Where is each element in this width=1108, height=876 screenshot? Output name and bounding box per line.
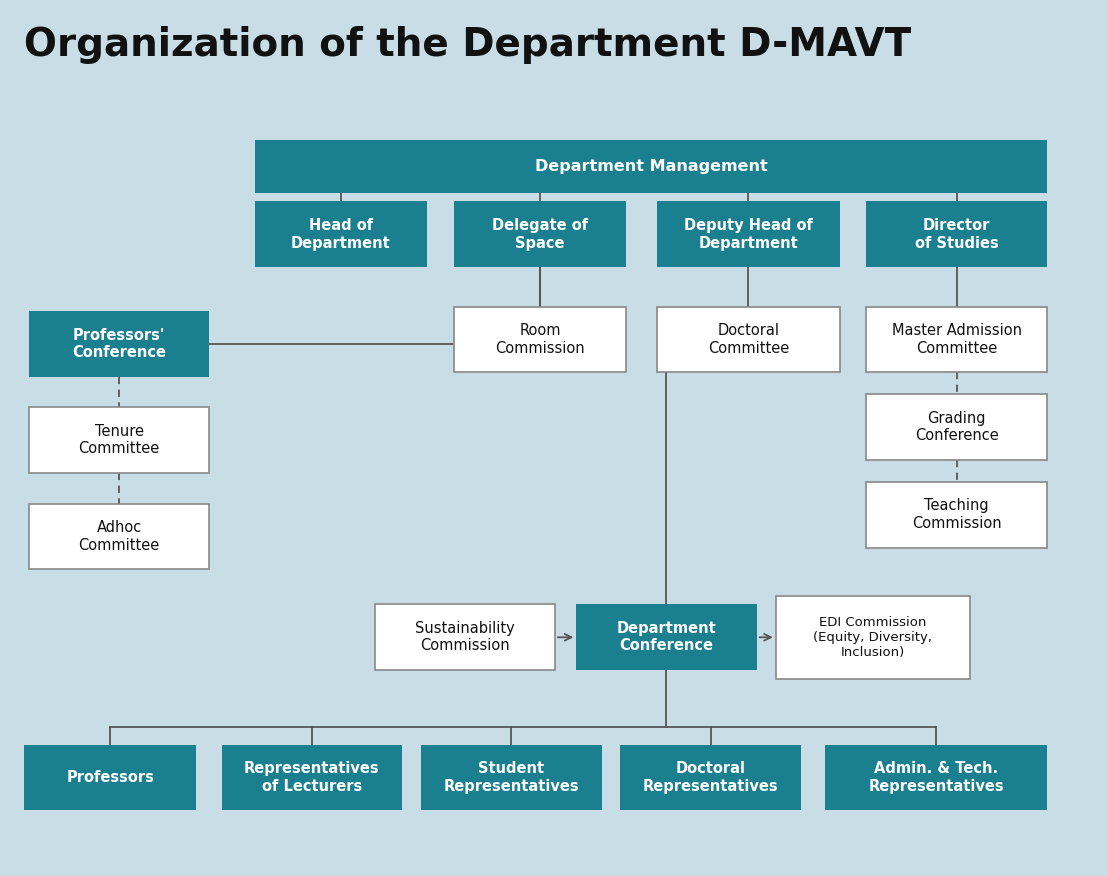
FancyBboxPatch shape <box>657 201 840 267</box>
Text: Doctoral
Committee: Doctoral Committee <box>708 323 789 356</box>
Text: Director
of Studies: Director of Studies <box>915 218 998 251</box>
Text: Tenure
Committee: Tenure Committee <box>79 424 160 456</box>
Text: Deputy Head of
Department: Deputy Head of Department <box>684 218 813 251</box>
FancyBboxPatch shape <box>620 745 801 810</box>
Text: Representatives
of Lecturers: Representatives of Lecturers <box>244 761 380 794</box>
Text: Adhoc
Committee: Adhoc Committee <box>79 520 160 553</box>
FancyBboxPatch shape <box>866 482 1047 548</box>
FancyBboxPatch shape <box>29 407 209 473</box>
Text: Master Admission
Committee: Master Admission Committee <box>892 323 1022 356</box>
Text: Room
Commission: Room Commission <box>495 323 585 356</box>
Text: EDI Commission
(Equity, Diversity,
Inclusion): EDI Commission (Equity, Diversity, Inclu… <box>813 616 932 659</box>
Text: Admin. & Tech.
Representatives: Admin. & Tech. Representatives <box>869 761 1004 794</box>
Text: Professors'
Conference: Professors' Conference <box>72 328 166 360</box>
FancyBboxPatch shape <box>255 140 1047 193</box>
Text: Grading
Conference: Grading Conference <box>915 411 998 443</box>
Text: Organization of the Department D-MAVT: Organization of the Department D-MAVT <box>24 26 912 64</box>
FancyBboxPatch shape <box>24 745 196 810</box>
Text: Doctoral
Representatives: Doctoral Representatives <box>643 761 779 794</box>
FancyBboxPatch shape <box>454 307 626 372</box>
FancyBboxPatch shape <box>776 596 970 679</box>
FancyBboxPatch shape <box>421 745 602 810</box>
FancyBboxPatch shape <box>454 201 626 267</box>
Text: Professors: Professors <box>66 770 154 785</box>
FancyBboxPatch shape <box>222 745 402 810</box>
Text: Sustainability
Commission: Sustainability Commission <box>414 621 515 653</box>
Text: Department
Conference: Department Conference <box>616 621 717 653</box>
FancyBboxPatch shape <box>255 201 427 267</box>
Text: Student
Representatives: Student Representatives <box>443 761 579 794</box>
Text: Delegate of
Space: Delegate of Space <box>492 218 588 251</box>
FancyBboxPatch shape <box>29 311 209 377</box>
Text: Teaching
Commission: Teaching Commission <box>912 498 1002 531</box>
FancyBboxPatch shape <box>866 307 1047 372</box>
FancyBboxPatch shape <box>29 504 209 569</box>
FancyBboxPatch shape <box>576 604 757 670</box>
FancyBboxPatch shape <box>657 307 840 372</box>
Text: Department Management: Department Management <box>534 159 768 174</box>
FancyBboxPatch shape <box>866 201 1047 267</box>
FancyBboxPatch shape <box>866 394 1047 460</box>
Text: Head of
Department: Head of Department <box>290 218 391 251</box>
FancyBboxPatch shape <box>375 604 555 670</box>
FancyBboxPatch shape <box>825 745 1047 810</box>
